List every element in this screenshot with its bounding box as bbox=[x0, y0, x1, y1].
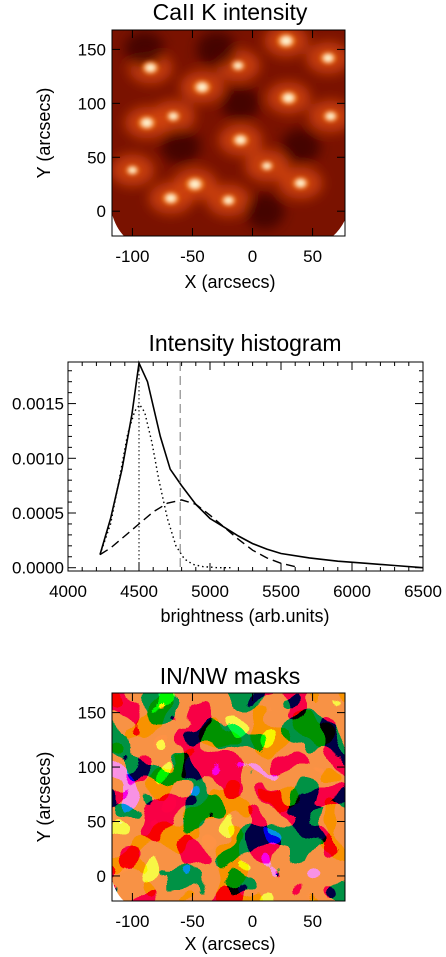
intensity-map-frame bbox=[111, 29, 346, 237]
bright-point bbox=[326, 113, 335, 120]
mask-map-frame bbox=[111, 692, 346, 902]
histogram-ytick-label: 0.0000 bbox=[12, 559, 64, 578]
intensity-map-image bbox=[112, 30, 345, 236]
intensity-map-ytick-label: 100 bbox=[78, 94, 106, 113]
bright-point bbox=[169, 113, 178, 120]
mask-map-xtick-label: 50 bbox=[303, 912, 322, 931]
panel-intensity-map: CaII K intensity -100 -50 0 50 0 50 100 150 X (… bbox=[34, 0, 346, 292]
mask-map-ytick-label: 150 bbox=[78, 704, 106, 723]
dark-cell bbox=[160, 128, 201, 165]
intensity-map-ytick-label: 150 bbox=[78, 40, 106, 59]
mask-map-xtick-label: 0 bbox=[248, 912, 257, 931]
mask-map-title: IN/NW masks bbox=[160, 663, 301, 689]
histogram-ytick-label: 0.0015 bbox=[12, 395, 64, 414]
histogram-xtick-label: 4000 bbox=[49, 582, 87, 601]
bright-point bbox=[224, 197, 233, 204]
histogram-plot-area bbox=[99, 360, 424, 571]
panel-histogram: Intensity histogram 4000 4500 5000 5500 6000… bbox=[12, 330, 442, 626]
mask-map-corner-mask bbox=[112, 880, 124, 901]
intensity-map-xtick-label: -100 bbox=[115, 247, 149, 266]
histogram-series-dotted bbox=[99, 403, 232, 569]
dark-cell bbox=[280, 128, 321, 165]
mask-map-ylabel: Y (arcsecs) bbox=[34, 752, 54, 843]
histogram-xtick-label: 6000 bbox=[333, 582, 371, 601]
intensity-map-title: CaII K intensity bbox=[153, 0, 308, 25]
histogram-xtick-label: 5000 bbox=[191, 582, 229, 601]
intensity-map-xtick-label: 0 bbox=[248, 247, 257, 266]
mask-map-xtick-label: -50 bbox=[180, 912, 205, 931]
mask-map-ytick-label: 50 bbox=[87, 813, 106, 832]
histogram-ticks: 4000 4500 5000 5500 6000 6500 0.0000 0.0005 0.00… bbox=[12, 362, 442, 601]
bright-point bbox=[166, 194, 176, 202]
dark-cell bbox=[124, 31, 165, 68]
mask-map-ticks: -100 -50 0 50 0 50 100 150 bbox=[78, 693, 345, 931]
histogram-series-solid bbox=[99, 360, 424, 569]
bright-point bbox=[283, 94, 294, 102]
intensity-map-ticks: -100 -50 0 50 0 50 100 150 bbox=[78, 30, 345, 266]
bright-point bbox=[197, 83, 207, 91]
bright-point bbox=[281, 36, 292, 45]
bright-point bbox=[263, 163, 271, 169]
intensity-map-corner-mask-right bbox=[333, 220, 345, 236]
mask-map-ytick-label: 0 bbox=[97, 867, 106, 886]
panel-mask-map: IN/NW masks -100 -50 0 50 0 50 100 150 X (arcse… bbox=[34, 663, 346, 954]
intensity-map-xtick-label: 50 bbox=[303, 247, 322, 266]
histogram-xtick-label: 5500 bbox=[262, 582, 300, 601]
bright-point bbox=[128, 167, 136, 174]
mask-map-xlabel: X (arcsecs) bbox=[184, 934, 275, 954]
bright-point bbox=[296, 179, 305, 187]
intensity-map-ytick-label: 50 bbox=[87, 148, 106, 167]
dark-cell bbox=[244, 193, 285, 230]
mask-map-image bbox=[112, 693, 345, 901]
dark-cell bbox=[196, 31, 237, 68]
bright-point bbox=[142, 118, 152, 127]
intensity-map-ylabel: Y (arcsecs) bbox=[34, 88, 54, 179]
intensity-map-xtick-label: -50 bbox=[180, 247, 205, 266]
bright-point bbox=[234, 62, 242, 69]
mask-map-ytick-label: 100 bbox=[78, 758, 106, 777]
intensity-map-xlabel: X (arcsecs) bbox=[184, 272, 275, 292]
bright-point bbox=[236, 136, 246, 144]
histogram-xtick-label: 4500 bbox=[120, 582, 158, 601]
histogram-series-dashed bbox=[99, 499, 296, 568]
histogram-xlabel: brightness (arb.units) bbox=[160, 606, 329, 626]
histogram-xtick-label: 6500 bbox=[404, 582, 442, 601]
bright-point bbox=[189, 180, 200, 189]
histogram-ytick-label: 0.0010 bbox=[12, 449, 64, 468]
dark-cell bbox=[220, 85, 261, 122]
intensity-map-corner-mask bbox=[112, 214, 124, 236]
histogram-frame bbox=[67, 361, 424, 572]
intensity-map-ytick-label: 0 bbox=[97, 202, 106, 221]
bright-point bbox=[323, 54, 333, 62]
bright-point bbox=[145, 64, 155, 72]
mask-map-xtick-label: -100 bbox=[115, 912, 149, 931]
histogram-title: Intensity histogram bbox=[148, 330, 341, 356]
histogram-ytick-label: 0.0005 bbox=[12, 504, 64, 523]
